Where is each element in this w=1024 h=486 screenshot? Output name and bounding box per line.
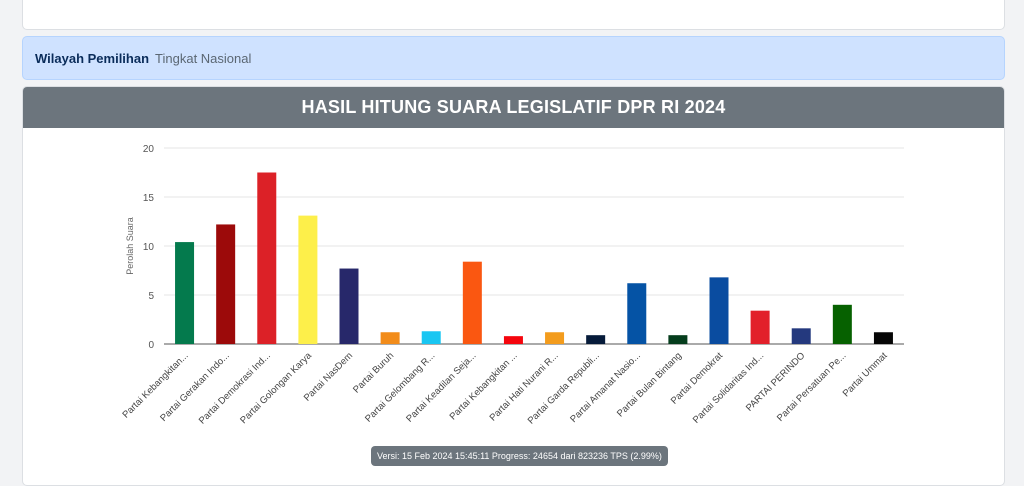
x-tick-label: Partai Gerakan Indo... xyxy=(158,350,232,424)
y-axis-label: Perolah Suara xyxy=(125,217,135,275)
bar xyxy=(298,215,318,344)
y-tick-label: 5 xyxy=(148,291,154,302)
bar xyxy=(832,304,852,344)
x-tick-label: Partai Golongan Karya xyxy=(238,350,314,426)
x-tick-label: Partai Gelombang R... xyxy=(363,350,437,424)
x-tick-label: Partai Persatuan Pe... xyxy=(775,350,849,424)
region-info-bar: Wilayah Pemilihan Tingkat Nasional xyxy=(22,36,1005,80)
bar xyxy=(503,336,523,344)
y-tick-label: 15 xyxy=(143,193,155,204)
x-tick-label: Partai Solidaritas Ind... xyxy=(691,350,766,425)
bar xyxy=(791,328,811,344)
bar xyxy=(586,335,606,344)
chart-title: HASIL HITUNG SUARA LEGISLATIF DPR RI 202… xyxy=(23,87,1004,128)
bar xyxy=(668,335,688,344)
bar xyxy=(627,283,647,344)
x-tick-label: Partai Kebangkitan... xyxy=(121,350,191,420)
x-tick-label: Partai Buruh xyxy=(351,350,396,395)
chart-card: HASIL HITUNG SUARA LEGISLATIF DPR RI 202… xyxy=(22,86,1005,486)
region-value: Tingkat Nasional xyxy=(155,50,252,66)
y-tick-label: 0 xyxy=(148,340,154,351)
x-tick-label: Partai Demokrasi Ind... xyxy=(197,350,273,426)
region-label: Wilayah Pemilihan xyxy=(35,50,150,66)
vote-bar-chart: 0 5 10 15 20 Perolah Suara Partai Kebangkitan.… xyxy=(121,144,904,426)
bar xyxy=(709,277,729,344)
x-tick-label: Partai Amanat Nasio... xyxy=(568,350,643,425)
bar xyxy=(462,261,482,344)
bar xyxy=(339,268,359,344)
x-tick-label: Partai Keadilan Seja... xyxy=(404,350,478,424)
bar xyxy=(421,331,441,344)
bar xyxy=(216,224,236,344)
x-tick-label: Partai Garda Republi... xyxy=(526,350,602,426)
bar xyxy=(380,332,400,344)
bar xyxy=(257,172,277,344)
bar xyxy=(545,332,565,344)
x-tick-label: Partai Hati Nurani R... xyxy=(488,350,561,423)
y-tick-label: 10 xyxy=(143,242,155,253)
bar xyxy=(750,310,770,344)
bar xyxy=(175,242,195,344)
x-tick-label: Partai Ummat xyxy=(841,350,890,399)
bar xyxy=(873,332,893,344)
x-tick-label: Partai Kebangkitan ... xyxy=(448,350,520,422)
top-card xyxy=(22,0,1005,30)
version-progress-badge: Versi: 15 Feb 2024 15:45:11 Progress: 24… xyxy=(371,446,668,466)
y-tick-label: 20 xyxy=(143,144,155,155)
